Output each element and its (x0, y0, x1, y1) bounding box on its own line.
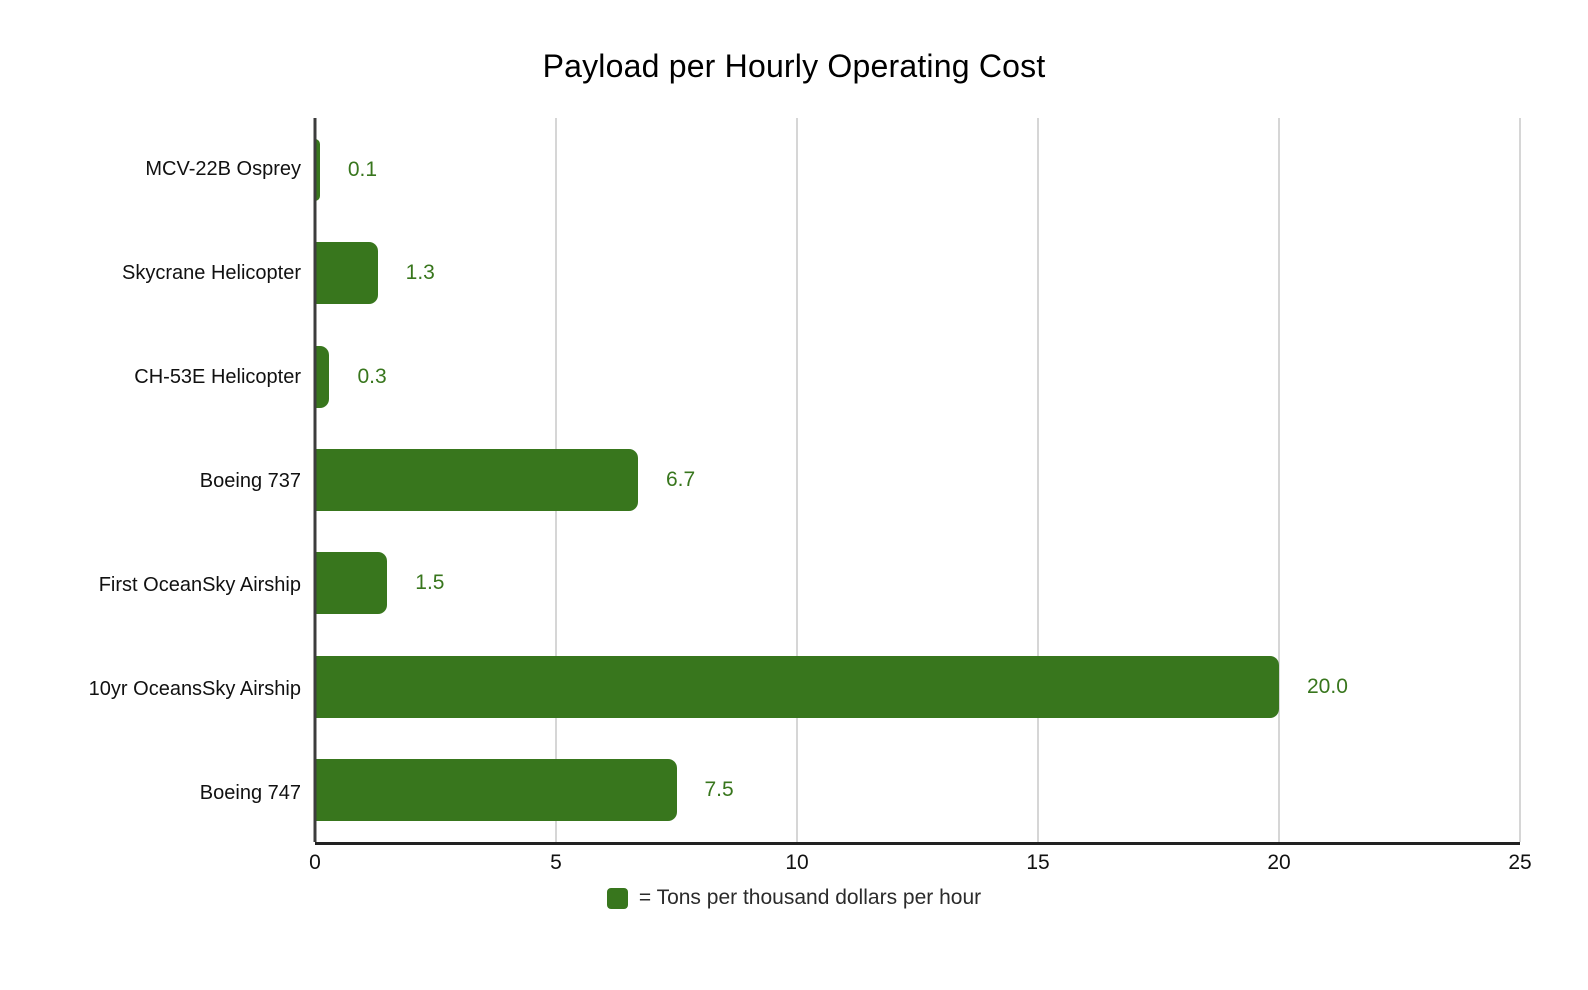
y-axis-line (313, 118, 317, 842)
category-label: 10yr OceansSky Airship (88, 677, 301, 700)
x-tick-label: 20 (1267, 851, 1291, 874)
bar-value-label: 0.3 (357, 364, 387, 388)
legend-label: = Tons per thousand dollars per hour (638, 886, 982, 909)
gridline (1519, 118, 1521, 842)
category-label: CH-53E Helicopter (134, 366, 301, 389)
plot-area: 0.1 1.3 0.3 6.7 1.5 20.0 7.5 (313, 118, 1521, 845)
bar-value-label: 6.7 (665, 467, 696, 491)
x-axis-ticks: 0 5 10 15 20 25 (309, 851, 1532, 881)
bar (315, 448, 638, 511)
category-label: Boeing 747 (199, 781, 301, 804)
bar (315, 655, 1279, 718)
category-label: MCV-22B Osprey (145, 158, 301, 181)
bar (315, 345, 330, 408)
x-tick-label: 5 (550, 851, 562, 874)
gridline (796, 118, 798, 842)
bar-value-label: 1.3 (405, 261, 435, 285)
bar-value-label: 0.1 (347, 157, 378, 181)
bar-row: 0.3 (315, 325, 1520, 428)
category-label: First OceanSky Airship (98, 573, 301, 596)
gridline (1278, 118, 1280, 842)
category-label: Boeing 737 (199, 470, 301, 492)
plot-region: MCV-22B Osprey Skycrane Helicopter CH-53E … (0, 118, 1521, 845)
chart-title: Payload per Hourly Operating Cost (542, 48, 1046, 84)
bar-row: 1.3 (315, 221, 1520, 324)
bar (315, 552, 388, 615)
bar-rows: 0.1 1.3 0.3 6.7 1.5 20.0 7.5 (315, 118, 1520, 842)
bar-value-label: 20.0 (1307, 674, 1348, 698)
bar-value-label: 7.5 (704, 778, 734, 802)
x-tick-label: 0 (309, 851, 321, 874)
x-tick-label: 25 (1508, 851, 1532, 874)
bar-row: 20.0 (315, 635, 1520, 738)
bar-row: 1.5 (315, 532, 1520, 635)
bar (315, 242, 378, 305)
category-labels: MCV-22B Osprey Skycrane Helicopter CH-53E … (0, 118, 315, 845)
x-tick-label: 15 (1026, 851, 1050, 874)
legend: = Tons per thousand dollars per hour (0, 886, 1588, 910)
bar-value-label: 1.5 (415, 571, 445, 595)
bar-row: 6.7 (315, 428, 1520, 531)
x-tick-label: 10 (785, 851, 809, 874)
bar (315, 759, 677, 822)
legend-swatch-icon (606, 887, 628, 909)
gridline (1037, 118, 1039, 842)
bar-row: 0.1 (315, 118, 1520, 221)
category-label: Skycrane Helicopter (122, 262, 301, 285)
bar (315, 138, 320, 201)
bar-row: 7.5 (315, 739, 1520, 842)
